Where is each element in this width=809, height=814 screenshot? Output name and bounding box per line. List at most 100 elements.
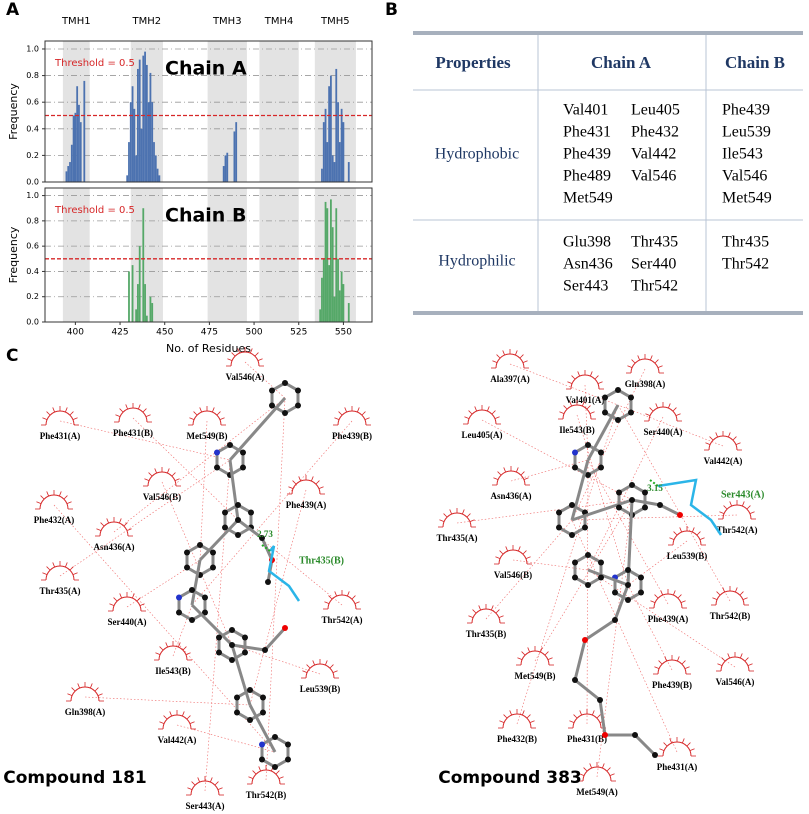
x-tick-label: 500: [245, 328, 262, 338]
residue-cell: Met549: [722, 190, 772, 207]
hydrophobic-arc: [471, 608, 501, 624]
atom: [209, 549, 216, 556]
bar: [328, 265, 331, 322]
bar: [335, 208, 338, 322]
residue-label: Ser440(A): [644, 427, 683, 437]
arc-spoke: [591, 710, 595, 716]
arc-spoke: [197, 777, 201, 783]
arc-spoke: [142, 408, 147, 413]
residue-label: Ser440(A): [108, 617, 147, 627]
atom: [597, 464, 604, 471]
arc-spoke: [40, 495, 45, 500]
bar: [76, 86, 79, 182]
atom: [615, 387, 621, 393]
residue-cell: Leu405: [631, 102, 680, 119]
bar: [222, 166, 225, 182]
atom: [235, 532, 241, 538]
arc-spoke: [214, 781, 219, 786]
panel-label: B: [385, 0, 398, 20]
bar: [321, 168, 323, 182]
arc-spoke: [637, 355, 641, 361]
atom: [259, 756, 266, 763]
bar: [72, 115, 75, 182]
arc-spoke: [361, 411, 366, 416]
x-axis-label: No. of Residues: [166, 342, 251, 355]
arc-spoke: [145, 414, 151, 418]
arc-spoke: [46, 566, 51, 571]
arc-spoke: [312, 660, 316, 666]
contact-line: [481, 419, 633, 501]
arc-spoke: [123, 522, 128, 527]
hydrophobic-arc: [147, 471, 177, 487]
atom: [294, 387, 301, 394]
interaction-diagram: Val546(A) Phe431(A) Phe431(B) Met549(B) Phe4…: [3, 347, 372, 811]
residue-cell: Met549: [563, 190, 613, 207]
hydrophobic-arc: [39, 494, 69, 510]
arc-spoke: [579, 773, 585, 777]
hydrophobic-arc: [498, 549, 528, 565]
atom: [597, 559, 604, 566]
atom: [234, 709, 241, 716]
bar: [340, 271, 343, 322]
arc-spoke: [526, 714, 531, 719]
arc-spoke: [64, 562, 68, 568]
arc-spoke: [577, 371, 581, 377]
property-cell: Hydrophobic: [435, 146, 519, 163]
arc-spoke: [675, 413, 681, 417]
arc-spoke: [664, 656, 668, 662]
arc-spoke: [52, 562, 56, 568]
arc-spoke: [494, 416, 500, 420]
y-axis-label: Frequency: [7, 83, 20, 140]
residue-cell: Glu398: [563, 234, 611, 251]
atom: [239, 464, 246, 471]
residue-cell: Thr542: [722, 256, 769, 273]
residue-label: Met549(B): [187, 431, 228, 441]
residue-label: Leu539(B): [300, 684, 341, 694]
arc-spoke: [529, 720, 535, 724]
bar: [326, 142, 329, 182]
arc-spoke: [735, 442, 741, 446]
atom: [235, 517, 241, 523]
arc-spoke: [186, 715, 191, 720]
arc-spoke: [654, 594, 659, 599]
bar: [137, 284, 139, 322]
arc-spoke: [292, 480, 297, 485]
atom: [612, 589, 619, 596]
arc-spoke: [96, 528, 102, 532]
arc-spoke: [72, 572, 78, 576]
bond: [231, 626, 287, 652]
arc-spoke: [521, 710, 525, 716]
arc-spoke: [144, 478, 150, 482]
contact-line: [84, 696, 251, 706]
atom: [235, 502, 241, 508]
atom: [569, 532, 575, 538]
arc-spoke: [569, 401, 573, 407]
y-tick-label: 0.4: [26, 124, 39, 133]
arc-spoke: [503, 467, 507, 473]
atom: [597, 449, 604, 456]
bar: [153, 142, 155, 182]
atom: [585, 552, 591, 558]
atom: [612, 617, 618, 623]
arc-spoke: [606, 767, 611, 772]
atom: [201, 594, 208, 601]
atom: [556, 509, 563, 516]
arc-spoke: [503, 714, 508, 719]
arc-spoke: [715, 432, 719, 438]
bar: [145, 315, 148, 322]
arc-spoke: [747, 663, 753, 667]
bar: [226, 152, 229, 182]
bar: [330, 199, 332, 322]
arc-spoke: [502, 350, 506, 356]
threshold-label: Threshold = 0.5: [54, 205, 135, 216]
arc-spoke: [332, 670, 338, 674]
arc-spoke: [717, 663, 723, 667]
arc-spoke: [469, 519, 475, 523]
bar: [135, 155, 138, 182]
atom: [222, 524, 229, 531]
hydrophobic-arc: [192, 410, 222, 426]
bar: [138, 59, 141, 182]
residue-label: Thr542(B): [246, 790, 287, 800]
chain-label: Chain B: [165, 205, 246, 227]
arc-spoke: [254, 352, 259, 357]
